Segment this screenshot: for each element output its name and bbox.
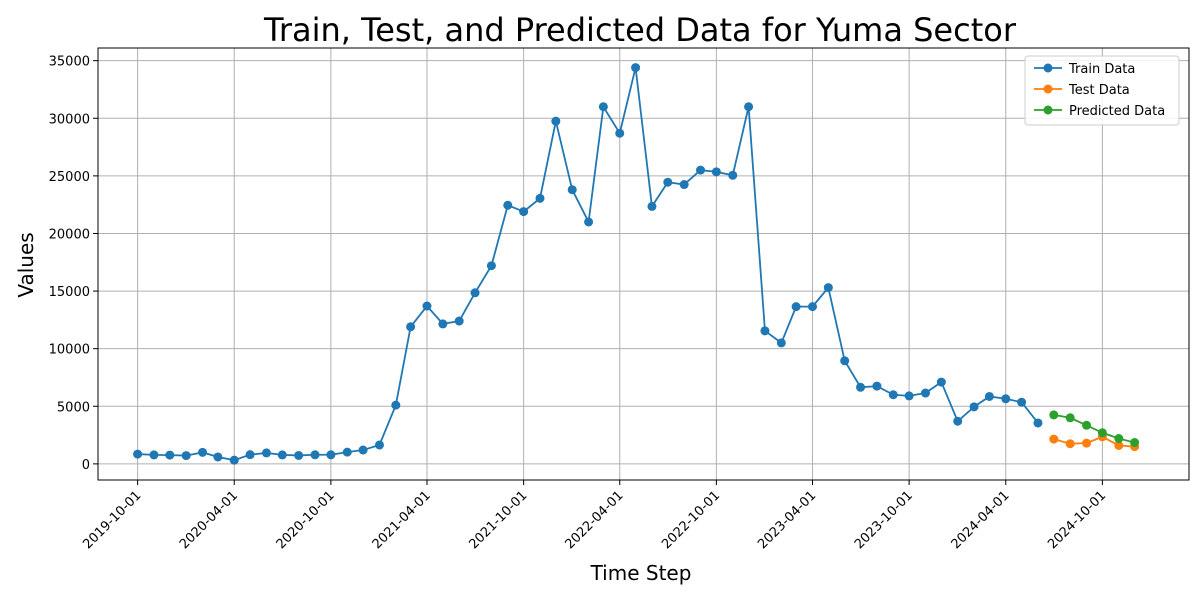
- legend-label: Predicted Data: [1069, 104, 1165, 119]
- data-point-train-data: [711, 167, 721, 177]
- data-point-train-data: [776, 338, 786, 348]
- y-tick-label: 5000: [57, 400, 90, 415]
- data-point-predicted-data: [1049, 410, 1059, 420]
- data-point-train-data: [229, 455, 239, 465]
- legend-label: Train Data: [1068, 62, 1135, 77]
- data-point-test-data: [1114, 440, 1124, 450]
- data-point-train-data: [920, 388, 930, 398]
- legend-item-predicted-data: Predicted Data: [1034, 104, 1165, 119]
- data-point-train-data: [807, 302, 817, 312]
- data-point-train-data: [598, 102, 608, 112]
- data-point-train-data: [277, 450, 287, 460]
- data-point-train-data: [953, 416, 963, 426]
- data-point-train-data: [406, 322, 416, 332]
- data-point-test-data: [1082, 438, 1092, 448]
- x-axis-title: Time Step: [590, 561, 692, 585]
- data-point-train-data: [1017, 397, 1027, 407]
- data-point-train-data: [696, 165, 706, 175]
- legend-item-test-data: Test Data: [1034, 83, 1130, 98]
- legend: Train Data Test Data Predicted Data: [1024, 55, 1180, 126]
- data-point-train-data: [663, 177, 673, 187]
- y-axis-title: Values: [14, 232, 38, 297]
- data-point-train-data: [422, 301, 432, 311]
- series-train-data: [133, 63, 1043, 465]
- data-point-train-data: [245, 450, 255, 460]
- data-point-train-data: [840, 356, 850, 366]
- data-point-train-data: [181, 451, 191, 461]
- data-point-train-data: [984, 391, 994, 401]
- data-point-test-data: [1049, 434, 1059, 444]
- data-point-train-data: [358, 445, 368, 455]
- data-point-train-data: [1033, 418, 1043, 428]
- data-point-train-data: [391, 400, 401, 410]
- data-point-train-data: [149, 450, 159, 460]
- series-test-data: [1049, 432, 1140, 452]
- data-point-train-data: [969, 402, 979, 412]
- legend-marker: [1043, 63, 1053, 73]
- series-layer: [133, 63, 1140, 465]
- data-point-predicted-data: [1065, 413, 1075, 423]
- data-point-train-data: [535, 193, 545, 203]
- data-point-train-data: [294, 450, 304, 460]
- data-point-train-data: [326, 450, 336, 460]
- y-tick-label: 10000: [49, 343, 90, 358]
- data-point-train-data: [261, 448, 271, 458]
- data-point-train-data: [904, 391, 914, 401]
- data-point-train-data: [856, 382, 866, 392]
- data-point-train-data: [519, 207, 529, 217]
- y-tick-label: 25000: [49, 170, 90, 185]
- grid: [98, 48, 1189, 480]
- data-point-train-data: [551, 116, 561, 126]
- data-point-train-data: [728, 170, 738, 180]
- data-point-train-data: [374, 440, 384, 450]
- y-tick-label: 20000: [49, 227, 90, 242]
- data-point-train-data: [165, 450, 175, 460]
- legend-label: Test Data: [1068, 83, 1130, 98]
- data-point-train-data: [872, 381, 882, 391]
- data-point-test-data: [1065, 439, 1075, 449]
- data-point-train-data: [744, 102, 754, 112]
- legend-item-train-data: Train Data: [1034, 62, 1135, 77]
- data-point-train-data: [631, 63, 641, 73]
- legend-marker: [1043, 84, 1053, 94]
- data-point-train-data: [584, 217, 594, 227]
- data-point-predicted-data: [1097, 428, 1107, 438]
- data-point-train-data: [310, 450, 320, 460]
- data-point-train-data: [438, 319, 448, 329]
- data-point-train-data: [486, 261, 496, 271]
- y-tick-label: 30000: [49, 112, 90, 127]
- y-tick-label: 0: [82, 458, 90, 473]
- chart-title: Train, Test, and Predicted Data for Yuma…: [263, 11, 1017, 49]
- data-point-train-data: [647, 201, 657, 211]
- data-point-predicted-data: [1130, 438, 1140, 448]
- data-point-train-data: [1001, 394, 1011, 404]
- legend-box: [1024, 55, 1180, 126]
- data-point-train-data: [470, 288, 480, 298]
- plot-frame: [97, 47, 1190, 481]
- data-point-train-data: [503, 200, 513, 210]
- data-point-train-data: [936, 377, 946, 387]
- data-point-train-data: [823, 283, 833, 293]
- data-point-predicted-data: [1082, 420, 1092, 430]
- data-point-predicted-data: [1114, 434, 1124, 444]
- data-point-train-data: [679, 180, 689, 190]
- data-point-train-data: [133, 449, 143, 459]
- series-predicted-data: [1049, 410, 1140, 448]
- data-point-train-data: [615, 128, 625, 138]
- data-point-train-data: [198, 447, 208, 457]
- legend-marker: [1043, 105, 1053, 115]
- data-point-train-data: [791, 302, 801, 312]
- data-point-train-data: [888, 390, 898, 400]
- data-point-train-data: [760, 326, 770, 336]
- data-point-train-data: [342, 447, 352, 457]
- data-point-train-data: [454, 316, 464, 326]
- data-point-train-data: [567, 185, 577, 195]
- data-point-train-data: [213, 452, 223, 462]
- y-tick-label: 35000: [49, 55, 90, 70]
- y-tick-label: 15000: [49, 285, 90, 300]
